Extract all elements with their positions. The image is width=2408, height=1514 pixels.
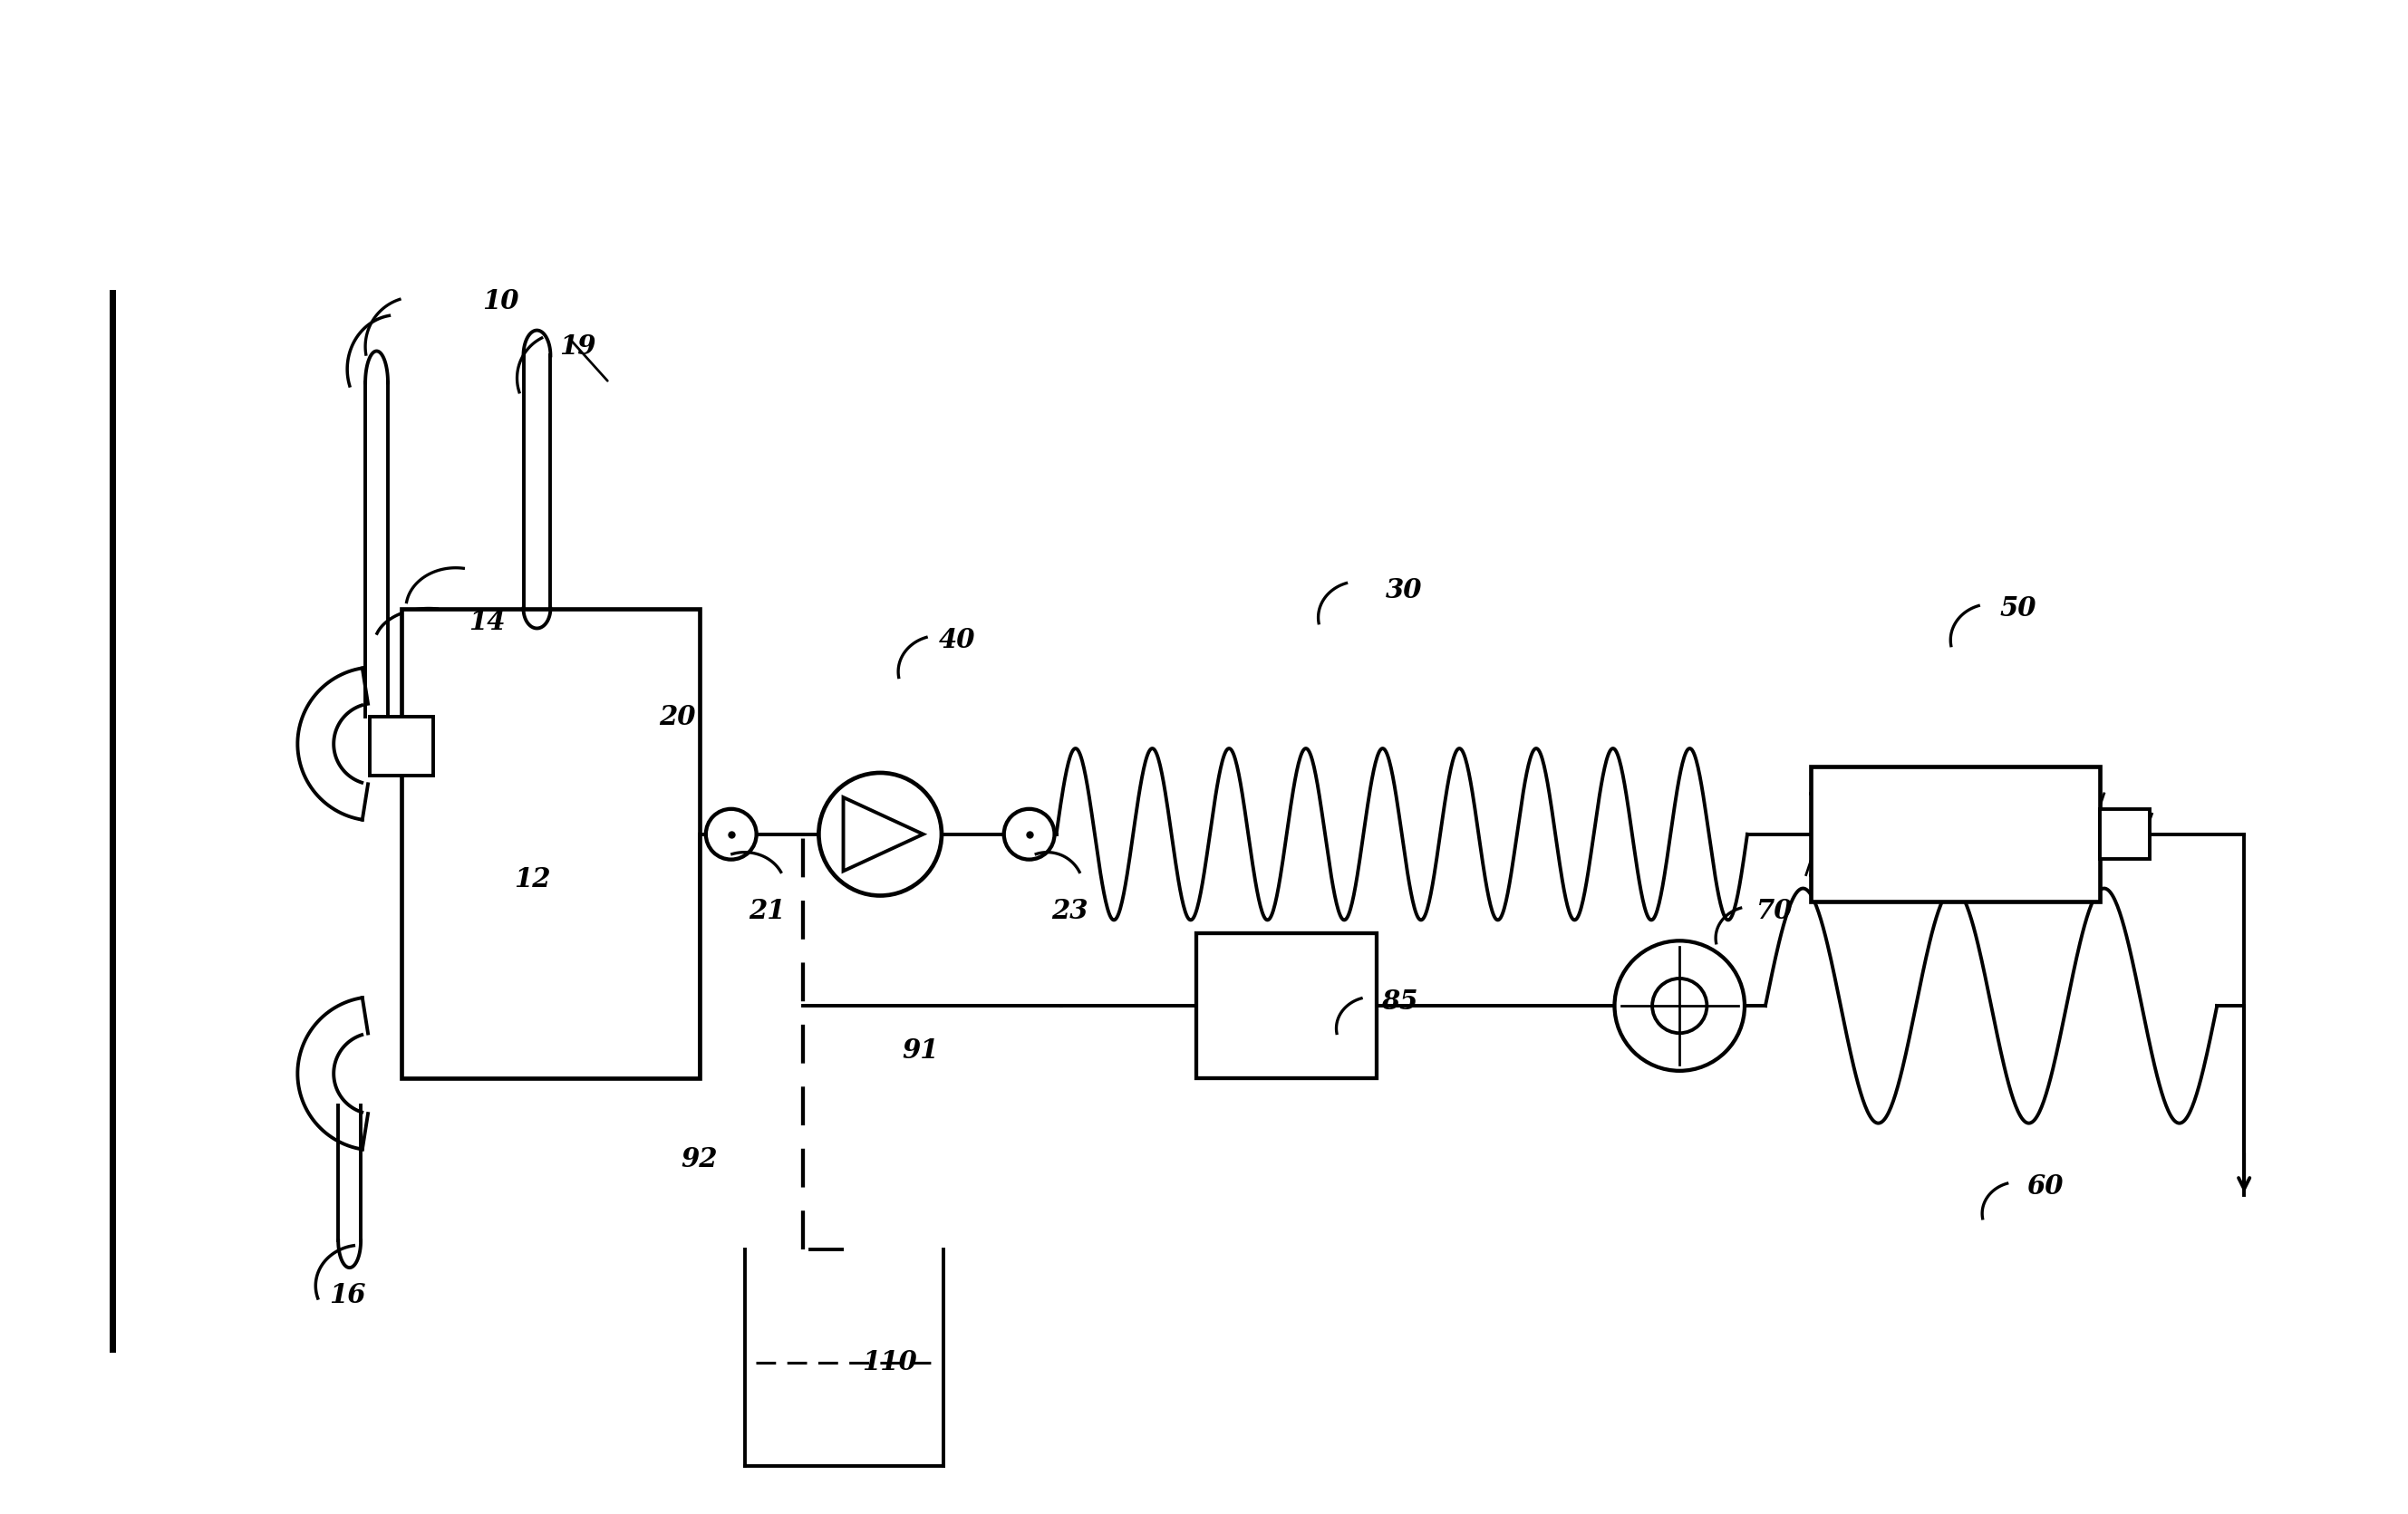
Text: 20: 20 — [660, 704, 696, 730]
Text: 85: 85 — [1382, 989, 1418, 1014]
Circle shape — [819, 772, 942, 896]
Bar — [371, 716, 433, 775]
Text: 50: 50 — [2001, 595, 2037, 622]
Text: 70: 70 — [1755, 898, 1794, 924]
Text: 23: 23 — [1052, 898, 1088, 924]
Polygon shape — [843, 798, 922, 871]
Bar — [1197, 934, 1377, 1078]
Circle shape — [706, 808, 756, 860]
Bar — [1811, 766, 2100, 902]
Text: 16: 16 — [330, 1282, 366, 1308]
Bar — [402, 609, 698, 1078]
Text: 92: 92 — [681, 1146, 718, 1172]
Text: 110: 110 — [862, 1349, 917, 1376]
Text: 91: 91 — [903, 1037, 939, 1064]
Text: 21: 21 — [749, 898, 785, 924]
Text: 40: 40 — [939, 627, 975, 653]
Text: 10: 10 — [482, 288, 520, 315]
Text: 19: 19 — [559, 333, 595, 360]
Text: 12: 12 — [513, 866, 551, 892]
Circle shape — [1613, 940, 1746, 1070]
Text: 14: 14 — [470, 609, 506, 636]
Circle shape — [1004, 808, 1055, 860]
Circle shape — [1652, 978, 1707, 1033]
Text: 60: 60 — [2028, 1173, 2064, 1199]
Text: 30: 30 — [1385, 577, 1423, 604]
Bar — [2100, 810, 2150, 858]
